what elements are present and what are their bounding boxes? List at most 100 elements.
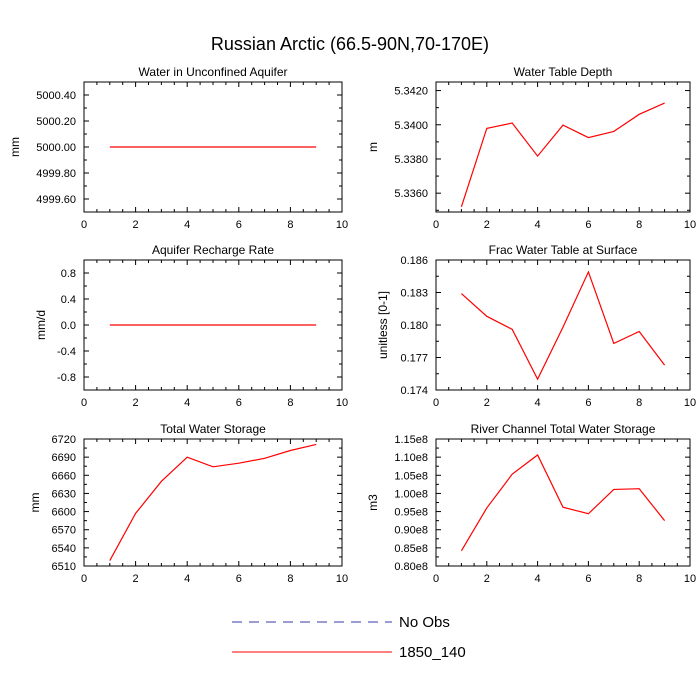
- y-tick-label: 4999.60: [36, 194, 76, 206]
- x-tick-label: 8: [636, 573, 642, 585]
- legend-label: No Obs: [399, 614, 450, 631]
- series-line: [460, 102, 665, 208]
- y-tick-label: 6630: [52, 488, 76, 500]
- x-tick-label: 0: [81, 397, 87, 409]
- chart-panel: River Channel Total Water Storage m3 0 2 4 6 8…: [366, 422, 696, 585]
- y-tick-label: 6660: [52, 470, 76, 482]
- x-tick-label: 4: [184, 219, 190, 231]
- panels: Water in Unconfined Aquifer mm 0 2 4 6 8 10 4999…: [8, 65, 696, 585]
- x-tick-label: 10: [336, 219, 348, 231]
- y-tick-label: 5.3380: [394, 154, 428, 166]
- x-tick-label: 4: [184, 397, 190, 409]
- legend-entry: No Obs: [232, 614, 450, 631]
- y-tick-label: 6510: [52, 561, 76, 573]
- x-tick-label: 4: [535, 573, 541, 585]
- y-tick-label: 1.05e8: [394, 470, 428, 482]
- y-tick-label: -0.8: [57, 372, 76, 384]
- x-tick-label: 2: [133, 219, 139, 231]
- legend: No Obs 1850_140: [232, 614, 466, 661]
- x-tick-label: 6: [236, 219, 242, 231]
- y-tick-label: 0.174: [400, 385, 428, 397]
- y-tick-label: 0.180: [400, 320, 428, 332]
- x-tick-label: 2: [133, 397, 139, 409]
- y-axis-label: mm: [8, 137, 22, 157]
- x-tick-label: 0: [433, 219, 439, 231]
- y-tick-label: 0.0: [61, 320, 76, 332]
- x-tick-label: 8: [287, 219, 293, 231]
- series-line: [109, 443, 317, 561]
- y-tick-label: 6600: [52, 507, 76, 519]
- y-tick-label: 0.8: [61, 268, 76, 280]
- x-tick-label: 0: [433, 397, 439, 409]
- y-tick-label: 0.186: [400, 255, 428, 267]
- y-tick-label: 5000.40: [36, 90, 76, 102]
- y-tick-label: 0.90e8: [394, 525, 428, 537]
- y-axis-label: m3: [366, 494, 380, 511]
- y-tick-label: 5000.00: [36, 142, 76, 154]
- y-tick-label: 6720: [52, 434, 76, 446]
- y-tick-label: 0.85e8: [394, 543, 428, 555]
- x-tick-label: 10: [684, 219, 696, 231]
- x-tick-label: 10: [336, 397, 348, 409]
- y-tick-label: 5.3420: [394, 86, 428, 98]
- x-tick-label: 8: [287, 397, 293, 409]
- x-tick-label: 2: [484, 219, 490, 231]
- x-tick-label: 10: [684, 397, 696, 409]
- chart-title: Aquifer Recharge Rate: [152, 243, 274, 257]
- y-axis-label: m: [366, 142, 380, 152]
- x-tick-label: 8: [636, 219, 642, 231]
- x-tick-label: 4: [184, 573, 190, 585]
- x-tick-label: 10: [336, 573, 348, 585]
- y-tick-label: 0.177: [400, 353, 428, 365]
- legend-entry: 1850_140: [232, 644, 466, 661]
- x-tick-label: 4: [535, 397, 541, 409]
- x-tick-label: 0: [81, 219, 87, 231]
- chart-title: River Channel Total Water Storage: [471, 422, 656, 436]
- chart-title: Water Table Depth: [514, 65, 613, 79]
- y-tick-label: 1.15e8: [394, 434, 428, 446]
- x-tick-label: 4: [535, 219, 541, 231]
- legend-label: 1850_140: [399, 644, 466, 661]
- y-tick-label: 0.80e8: [394, 561, 428, 573]
- y-tick-label: 6690: [52, 452, 76, 464]
- y-tick-label: 4999.80: [36, 168, 76, 180]
- x-tick-label: 8: [287, 573, 293, 585]
- chart-panel: Water Table Depth m 0 2 4 6 8 10 5.3360 5.3380 5.3…: [366, 65, 696, 231]
- x-tick-label: 6: [585, 573, 591, 585]
- x-tick-label: 2: [133, 573, 139, 585]
- y-axis-label: mm: [28, 493, 42, 513]
- y-tick-label: 0.95e8: [394, 507, 428, 519]
- x-tick-label: 2: [484, 573, 490, 585]
- y-tick-label: 5.3360: [394, 188, 428, 200]
- chart-title: Frac Water Table at Surface: [489, 243, 638, 257]
- chart-panel: Water in Unconfined Aquifer mm 0 2 4 6 8 10 4999…: [8, 65, 348, 231]
- y-tick-label: 1.10e8: [394, 452, 428, 464]
- x-tick-label: 8: [636, 397, 642, 409]
- figure-title: Russian Arctic (66.5-90N,70-170E): [211, 34, 489, 54]
- y-axis-label: mm/d: [34, 310, 48, 340]
- y-tick-label: -0.4: [57, 346, 76, 358]
- x-tick-label: 6: [236, 397, 242, 409]
- chart-panel: Total Water Storage mm 0 2 4 6 8 10 6510 6540 6570…: [28, 422, 348, 585]
- series-line: [460, 454, 666, 552]
- y-tick-label: 0.183: [400, 288, 428, 300]
- y-tick-label: 0.4: [61, 294, 76, 306]
- chart-panel: Aquifer Recharge Rate mm/d 0 2 4 6 8 10 -0.8 -0.4…: [34, 243, 348, 409]
- y-axis-label: unitless [0-1]: [376, 291, 390, 359]
- y-tick-label: 1.00e8: [394, 488, 428, 500]
- x-tick-label: 0: [81, 573, 87, 585]
- x-tick-label: 6: [585, 397, 591, 409]
- chart-title: Total Water Storage: [160, 422, 266, 436]
- y-tick-label: 6540: [52, 543, 76, 555]
- x-tick-label: 10: [684, 573, 696, 585]
- chart-title: Water in Unconfined Aquifer: [139, 65, 288, 79]
- x-tick-label: 6: [585, 219, 591, 231]
- x-tick-label: 6: [236, 573, 242, 585]
- x-tick-label: 0: [433, 573, 439, 585]
- y-tick-label: 6570: [52, 525, 76, 537]
- y-tick-label: 5.3400: [394, 120, 428, 132]
- series-line: [460, 270, 666, 381]
- chart-panel: Frac Water Table at Surface unitless [0-1…: [376, 243, 696, 409]
